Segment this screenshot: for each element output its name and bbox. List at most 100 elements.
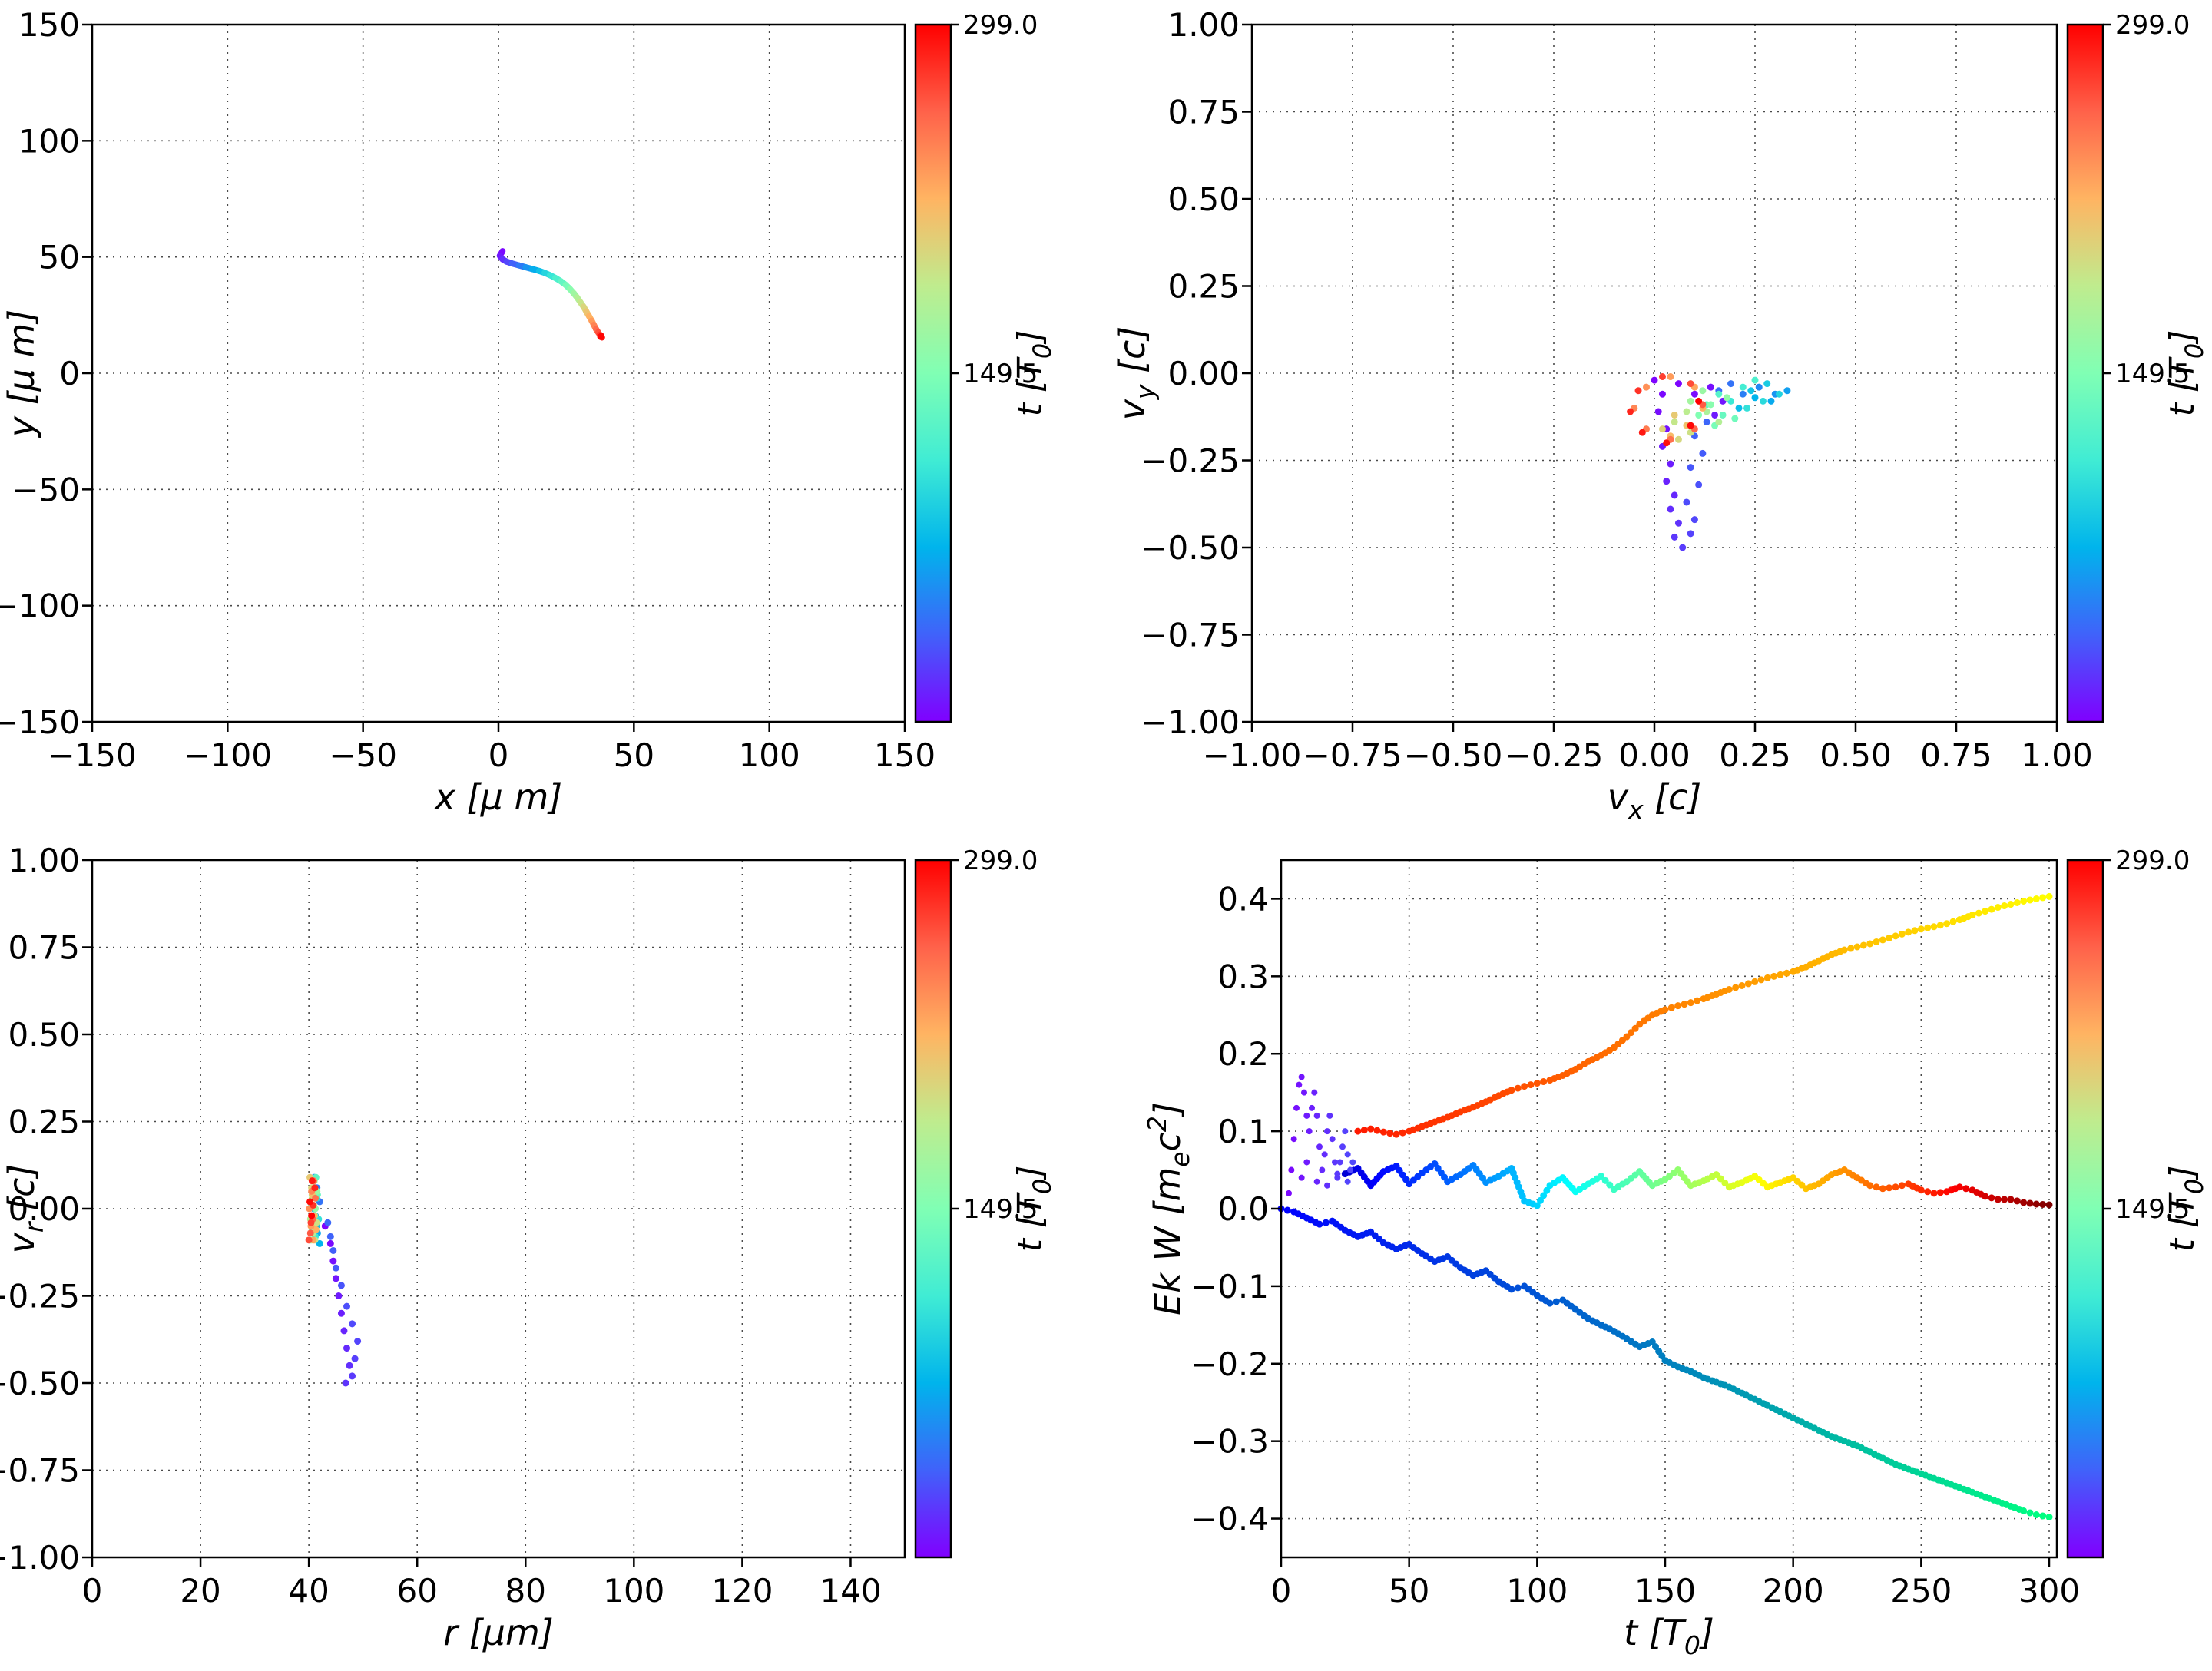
curve-dot	[1898, 1182, 1906, 1190]
x-tick-label: 140	[820, 1572, 881, 1610]
x-axis-label: r [μm]	[443, 1612, 554, 1653]
y-tick-label: −100	[0, 587, 80, 625]
curve-dot	[1962, 1185, 1970, 1193]
curve-dot	[1905, 928, 1912, 936]
colorbar-tick-label: 299.0	[963, 10, 1038, 41]
scatter-point	[349, 1372, 356, 1380]
x-tick-label: 250	[1890, 1572, 1952, 1610]
x-tick-label: −150	[48, 736, 136, 774]
x-axis-label: t [T0]	[1624, 1612, 1714, 1660]
curve-dot	[2039, 894, 2047, 902]
scatter-point	[343, 1345, 351, 1352]
scatter-point	[1329, 1136, 1336, 1143]
colorbar-label: t [T0]	[1011, 330, 1057, 417]
curve-dot	[2026, 1199, 2034, 1207]
scatter-point	[1687, 530, 1694, 538]
curve-dot	[1360, 1127, 1368, 1134]
x-tick-label: 100	[739, 736, 800, 774]
scatter-point	[1316, 1143, 1323, 1150]
curve-dot	[1354, 1127, 1362, 1135]
scatter-point	[1683, 408, 1690, 415]
y-axis-label: Ek W [mec2]	[1142, 1102, 1195, 1315]
scatter-point	[1723, 394, 1730, 402]
scatter-point	[1707, 383, 1714, 391]
label-segment: x [μ m]	[433, 776, 562, 818]
x-tick-label: 300	[2018, 1572, 2080, 1610]
x-tick-label: 150	[874, 736, 935, 774]
curve-dot	[1540, 1192, 1548, 1199]
scatter-point	[1687, 380, 1694, 388]
scatter-point	[354, 1338, 362, 1345]
curve-dot	[1283, 1206, 1291, 1214]
curve-dot	[1886, 1184, 1893, 1192]
curve-dot	[1533, 1080, 1541, 1087]
y-tick-label: 0.25	[1167, 268, 1240, 306]
curve-dot	[1892, 932, 1899, 940]
label-segment: y	[1130, 384, 1160, 400]
scatter-point	[1303, 1112, 1310, 1119]
y-tick-label: −1.00	[1141, 703, 1240, 741]
x-tick-label: 150	[1634, 1572, 1696, 1610]
curve-dot	[1949, 918, 1957, 925]
curve-dot	[1898, 930, 1906, 938]
curve-dot	[1994, 904, 2002, 912]
scatter-point	[1643, 383, 1651, 391]
curve-dot	[1379, 1128, 1387, 1136]
scatter-point	[340, 1327, 348, 1335]
curve-dot	[1763, 974, 1771, 981]
scatter-point	[1290, 1136, 1297, 1143]
scatter-point	[1679, 544, 1687, 551]
scatter-point	[305, 1236, 313, 1244]
label-segment: ]	[1011, 330, 1050, 345]
x-tick-label: 50	[1389, 1572, 1429, 1610]
y-tick-label: −0.25	[1141, 442, 1240, 480]
scatter-point	[1651, 376, 1658, 384]
scatter-point	[1324, 1182, 1330, 1189]
curve-dot	[1606, 1181, 1614, 1189]
y-axis-label: y [μ m]	[1, 309, 42, 438]
x-tick-label: 100	[1506, 1572, 1568, 1610]
scatter-point	[311, 1184, 319, 1192]
y-tick-label: 0.50	[1167, 180, 1240, 218]
curve-dot	[1757, 976, 1765, 984]
scatter-point	[1699, 387, 1707, 395]
curve-dot	[1982, 908, 1989, 915]
curve-dot	[1930, 923, 1938, 931]
scatter-point	[1674, 519, 1682, 527]
colorbar	[2066, 859, 2104, 1559]
label-segment: t [T	[1011, 1192, 1050, 1252]
y-tick-label: −0.4	[1190, 1501, 1269, 1538]
curve-dot	[1540, 1078, 1548, 1086]
scatter-point	[329, 1257, 337, 1265]
x-tick-label: 20	[180, 1572, 220, 1610]
label-segment: ]	[2163, 1166, 2202, 1180]
y-tick-label: 0.75	[1167, 94, 1240, 131]
scatter-point	[1690, 516, 1698, 524]
curve-dot	[1886, 934, 1893, 941]
scatter-point	[324, 1219, 332, 1226]
x-tick-label: 0	[488, 736, 509, 774]
y-tick-label: 1.00	[1167, 6, 1240, 44]
scatter-point	[332, 1264, 339, 1272]
curve-dot	[1533, 1202, 1541, 1209]
curve-dot	[1917, 1186, 1925, 1194]
scatter-point	[1324, 1128, 1330, 1135]
series-radial-velocity-scatter	[305, 1173, 362, 1387]
x-tick-label: 0.50	[1820, 736, 1892, 774]
curve-dot	[1386, 1130, 1394, 1137]
scatter-point	[1658, 425, 1666, 433]
x-tick-label: 0.75	[1920, 736, 1992, 774]
curve-dot	[1661, 1006, 1669, 1014]
y-tick-label: 0.3	[1217, 958, 1269, 995]
scatter-point	[1293, 1104, 1300, 1111]
scatter-point	[351, 1355, 359, 1362]
subplot-energy-work-vs-time: 0 50 100 150 200 250 300−0.4−0.3−0.2−0.10.00.1…	[1142, 845, 2209, 1660]
curve-dot	[2013, 898, 2021, 906]
scatter-point	[312, 1194, 320, 1202]
curve-dot	[1543, 1186, 1551, 1194]
x-tick-label: −0.25	[1505, 736, 1604, 774]
curve-dot	[2020, 1507, 2028, 1514]
scatter-point	[1687, 422, 1694, 429]
subplot-xy-trajectory: −150 −100 −50 0 50 100 150 −150 −100 −50 0 50 100 150…	[0, 6, 1057, 818]
label-segment: ]	[1699, 1612, 1714, 1653]
